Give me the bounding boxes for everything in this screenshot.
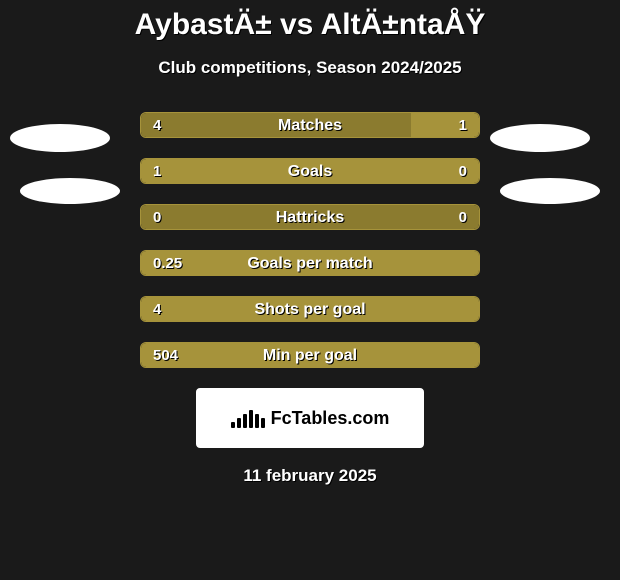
brand-bar: [261, 418, 265, 428]
date-label: 11 february 2025: [0, 466, 620, 486]
stat-metric-label: Goals per match: [141, 251, 479, 276]
stat-row: 00Hattricks: [140, 204, 480, 230]
stat-metric-label: Matches: [141, 113, 479, 138]
stat-row: 0.25Goals per match: [140, 250, 480, 276]
stat-metric-label: Goals: [141, 159, 479, 184]
brand-inner: FcTables.com: [231, 408, 390, 429]
chart-container: AybastÄ± vs AltÄ±ntaÅŸ Club competitions…: [0, 0, 620, 580]
brand-bar: [243, 414, 247, 428]
stat-metric-label: Hattricks: [141, 205, 479, 230]
brand-text: FcTables.com: [271, 408, 390, 429]
stat-row: 504Min per goal: [140, 342, 480, 368]
brand-bar: [237, 418, 241, 428]
stats-block: 41Matches 10Goals 00Hattricks 0.25Goals per…: [0, 112, 620, 368]
stat-row: 41Matches: [140, 112, 480, 138]
brand-badge[interactable]: FcTables.com: [196, 388, 424, 448]
subtitle: Club competitions, Season 2024/2025: [0, 58, 620, 78]
stat-row: 10Goals: [140, 158, 480, 184]
brand-bar: [231, 422, 235, 428]
page-title: AybastÄ± vs AltÄ±ntaÅŸ: [0, 0, 620, 42]
stat-row: 4Shots per goal: [140, 296, 480, 322]
stat-metric-label: Min per goal: [141, 343, 479, 368]
stat-metric-label: Shots per goal: [141, 297, 479, 322]
brand-bar: [249, 410, 253, 428]
brand-bars-icon: [231, 408, 265, 428]
brand-bar: [255, 414, 259, 428]
